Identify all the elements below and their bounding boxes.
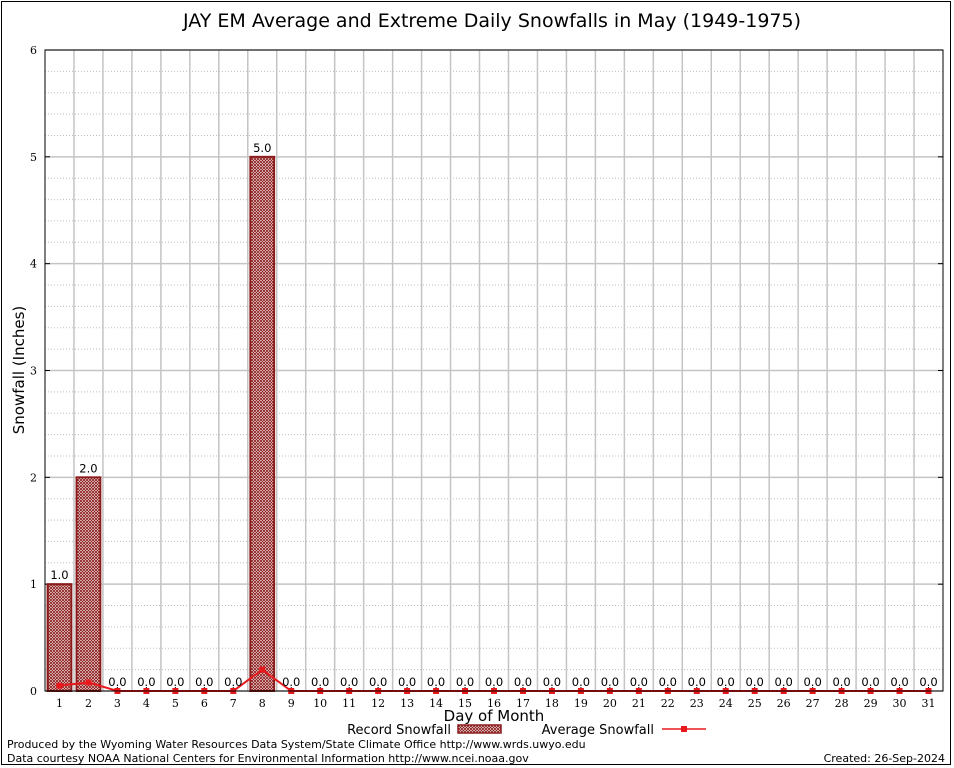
x-tick-label: 3 xyxy=(114,697,121,710)
x-tick-label: 4 xyxy=(143,697,150,710)
data-label: 0.0 xyxy=(659,675,677,689)
data-label: 0.0 xyxy=(456,675,474,689)
x-tick-label: 31 xyxy=(922,697,936,710)
data-label: 2.0 xyxy=(79,461,97,475)
footer-created: Created: 26-Sep-2024 xyxy=(824,752,945,765)
data-label: 0.0 xyxy=(108,675,126,689)
data-label: 0.0 xyxy=(803,675,821,689)
data-label: 0.0 xyxy=(398,675,416,689)
y-tick-label: 1 xyxy=(30,578,37,591)
data-label: 0.0 xyxy=(514,675,532,689)
data-label: 0.0 xyxy=(485,675,503,689)
data-label: 0.0 xyxy=(572,675,590,689)
data-label: 0.0 xyxy=(832,675,850,689)
legend: Record Snowfall Average Snowfall xyxy=(347,723,706,738)
data-label: 0.0 xyxy=(688,675,706,689)
x-tick-label: 5 xyxy=(172,697,179,710)
record-bar xyxy=(249,155,276,693)
x-tick-label: 20 xyxy=(603,697,617,710)
footer-producer: Produced by the Wyoming Water Resources … xyxy=(7,738,586,751)
x-tick-label: 27 xyxy=(806,697,820,710)
x-tick-label: 8 xyxy=(259,697,266,710)
y-axis-label: Snowfall (Inches) xyxy=(10,306,28,434)
grid xyxy=(45,49,943,692)
x-tick-label: 26 xyxy=(777,697,791,710)
x-tick-label: 16 xyxy=(487,697,501,710)
x-tick-label: 18 xyxy=(545,697,559,710)
average-point xyxy=(85,679,92,686)
data-label: 0.0 xyxy=(717,675,735,689)
x-tick-label: 28 xyxy=(835,697,849,710)
data-label: 0.0 xyxy=(340,675,358,689)
y-axis-ticks: 0 1 2 3 4 5 6 xyxy=(30,44,943,698)
data-label: 0.0 xyxy=(630,675,648,689)
data-label: 0.0 xyxy=(137,675,155,689)
x-tick-label: 30 xyxy=(893,697,907,710)
y-tick-label: 2 xyxy=(30,471,37,484)
legend-record-swatch xyxy=(457,724,502,734)
x-tick-label: 10 xyxy=(313,697,327,710)
record-bar xyxy=(75,476,102,693)
data-label: 0.0 xyxy=(195,675,213,689)
x-tick-label: 15 xyxy=(458,697,472,710)
data-label: 0.0 xyxy=(543,675,561,689)
chart-title: JAY EM Average and Extreme Daily Snowfal… xyxy=(182,10,801,32)
y-tick-label: 4 xyxy=(30,258,37,271)
record-bars xyxy=(46,155,276,693)
x-tick-label: 23 xyxy=(690,697,704,710)
x-tick-label: 13 xyxy=(400,697,414,710)
data-label: 0.0 xyxy=(775,675,793,689)
data-label: 0.0 xyxy=(919,675,937,689)
data-label: 0.0 xyxy=(166,675,184,689)
data-label: 0.0 xyxy=(282,675,300,689)
x-tick-label: 9 xyxy=(288,697,295,710)
data-label: 0.0 xyxy=(311,675,329,689)
x-axis-label: Day of Month xyxy=(444,707,545,725)
average-point xyxy=(56,682,63,689)
x-tick-label: 25 xyxy=(748,697,762,710)
data-label: 0.0 xyxy=(427,675,445,689)
record-bar xyxy=(46,583,73,693)
data-labels: 1.0 2.0 0.0 0.0 0.0 0.0 0.0 5.0 0.0 0.0 0.0 0.0 0.0 0… xyxy=(50,141,937,689)
data-label: 1.0 xyxy=(50,568,68,582)
x-tick-label: 29 xyxy=(864,697,878,710)
data-label: 0.0 xyxy=(746,675,764,689)
x-tick-label: 12 xyxy=(371,697,385,710)
data-label: 0.0 xyxy=(890,675,908,689)
x-tick-label: 19 xyxy=(574,697,588,710)
plot-border xyxy=(44,49,944,692)
x-tick-label: 1 xyxy=(56,697,63,710)
legend-average-marker xyxy=(681,726,687,732)
x-tick-label: 6 xyxy=(201,697,208,710)
x-tick-label: 7 xyxy=(230,697,237,710)
legend-average-label: Average Snowfall xyxy=(542,723,654,738)
x-axis-ticks: 1 2 3 4 5 6 7 8 9 10 11 12 13 14 15 16 17 18 19 20 21 22 23 24 2… xyxy=(56,687,936,710)
data-label: 0.0 xyxy=(369,675,387,689)
footer-data-source: Data courtesy NOAA National Centers for … xyxy=(7,752,529,765)
x-tick-label: 14 xyxy=(429,697,443,710)
data-label: 0.0 xyxy=(601,675,619,689)
average-point xyxy=(259,666,266,673)
y-tick-label: 5 xyxy=(30,151,37,164)
data-label: 0.0 xyxy=(861,675,879,689)
y-tick-label: 6 xyxy=(30,44,37,57)
x-tick-label: 11 xyxy=(342,697,356,710)
legend-record-label: Record Snowfall xyxy=(347,723,451,738)
x-tick-label: 22 xyxy=(661,697,675,710)
y-tick-label: 0 xyxy=(30,685,37,698)
data-label: 5.0 xyxy=(253,141,271,155)
x-tick-label: 21 xyxy=(632,697,646,710)
x-tick-label: 2 xyxy=(85,697,92,710)
x-tick-label: 24 xyxy=(719,697,733,710)
x-tick-label: 17 xyxy=(516,697,530,710)
y-tick-label: 3 xyxy=(30,365,37,378)
data-label: 0.0 xyxy=(224,675,242,689)
